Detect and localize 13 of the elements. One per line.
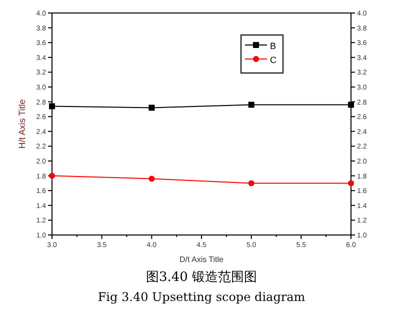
- caption: 图3.40 锻造范围图: [146, 270, 258, 285]
- point: [248, 180, 254, 186]
- legend-label: B: [270, 41, 276, 51]
- point: [148, 176, 155, 182]
- point: [248, 102, 254, 108]
- legend-label: C: [270, 55, 277, 65]
- point: [348, 180, 354, 186]
- point: [148, 104, 155, 111]
- point: [49, 103, 55, 110]
- y-axis-title: H/t Axis Title: [17, 99, 27, 149]
- point: [49, 172, 55, 179]
- x-axis-title: D/t Axis Title: [179, 255, 224, 264]
- caption: Fig 3.40 Upsetting scope diagram: [98, 290, 306, 304]
